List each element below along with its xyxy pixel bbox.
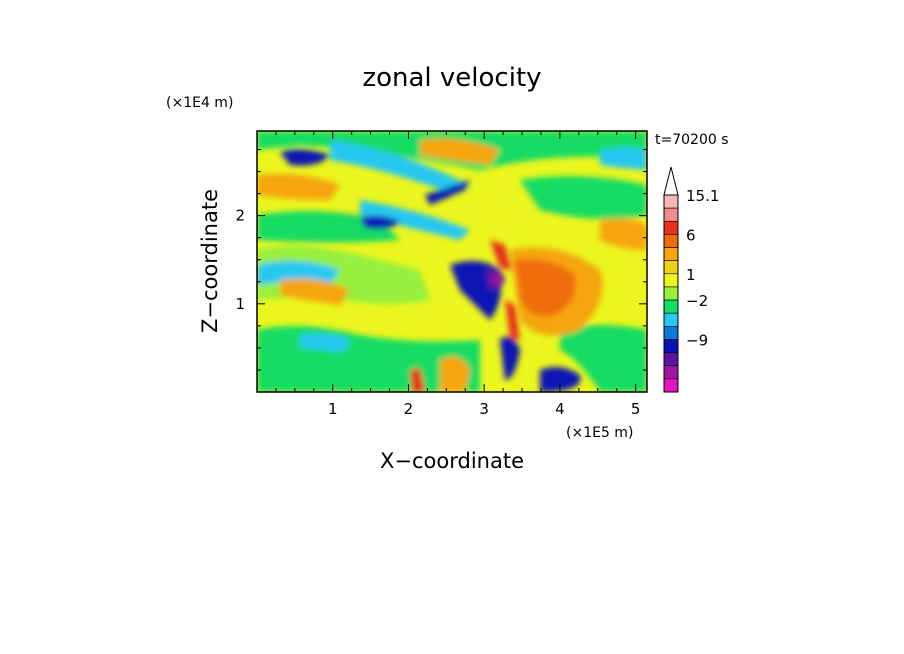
colorbar-segment: [663, 365, 679, 380]
plot-frame: [256, 130, 648, 393]
colorbar-segment: [663, 260, 679, 275]
colorbar-label: −9: [686, 331, 708, 349]
x-axis-label: X−coordinate: [380, 449, 524, 473]
colorbar: 15.1 6 1 −2 −9: [663, 166, 719, 393]
x-tick-label: 2: [404, 400, 414, 418]
colorbar-label: −2: [686, 292, 708, 310]
y-axis-label: Z−coordinate: [198, 189, 222, 333]
colorbar-extend-arrow: [663, 166, 679, 196]
x-tick-label: 1: [328, 400, 338, 418]
x-axis-ticks: 1 2 3 4 5: [275, 131, 641, 418]
x-unit-label: (×1E5 m): [566, 425, 633, 441]
colorbar-segment: [663, 378, 679, 393]
colorbar-segment: [663, 326, 679, 340]
colorbar-segment: [663, 286, 679, 301]
colorbar-label: 1: [686, 266, 696, 284]
x-tick-label: 5: [631, 400, 641, 418]
y-tick-label: 1: [235, 295, 245, 313]
colorbar-frame: [663, 194, 679, 393]
colorbar-segment: [663, 352, 679, 367]
colorbar-segment: [663, 207, 679, 222]
colorbar-label: 15.1: [686, 187, 719, 205]
field-blobs: [257, 131, 647, 392]
plot-area: [257, 131, 647, 392]
x-tick-label: 4: [555, 400, 565, 418]
y-tick-label: 2: [235, 207, 245, 225]
colorbar-segment: [663, 312, 679, 327]
chart-title: zonal velocity: [362, 63, 541, 93]
colorbar-segment: [663, 273, 679, 288]
time-label: t=70200 s: [655, 132, 729, 148]
colorbar-segment: [663, 247, 679, 261]
colorbar-segment: [663, 220, 679, 235]
colorbar-label: 6: [686, 226, 696, 244]
colorbar-segment: [663, 299, 679, 314]
colorbar-segment: [663, 194, 679, 209]
colorbar-segment: [663, 234, 679, 248]
y-unit-label: (×1E4 m): [166, 95, 233, 111]
colorbar-segment: [663, 339, 679, 353]
x-tick-label: 3: [479, 400, 489, 418]
y-axis-ticks: 12: [235, 149, 647, 371]
